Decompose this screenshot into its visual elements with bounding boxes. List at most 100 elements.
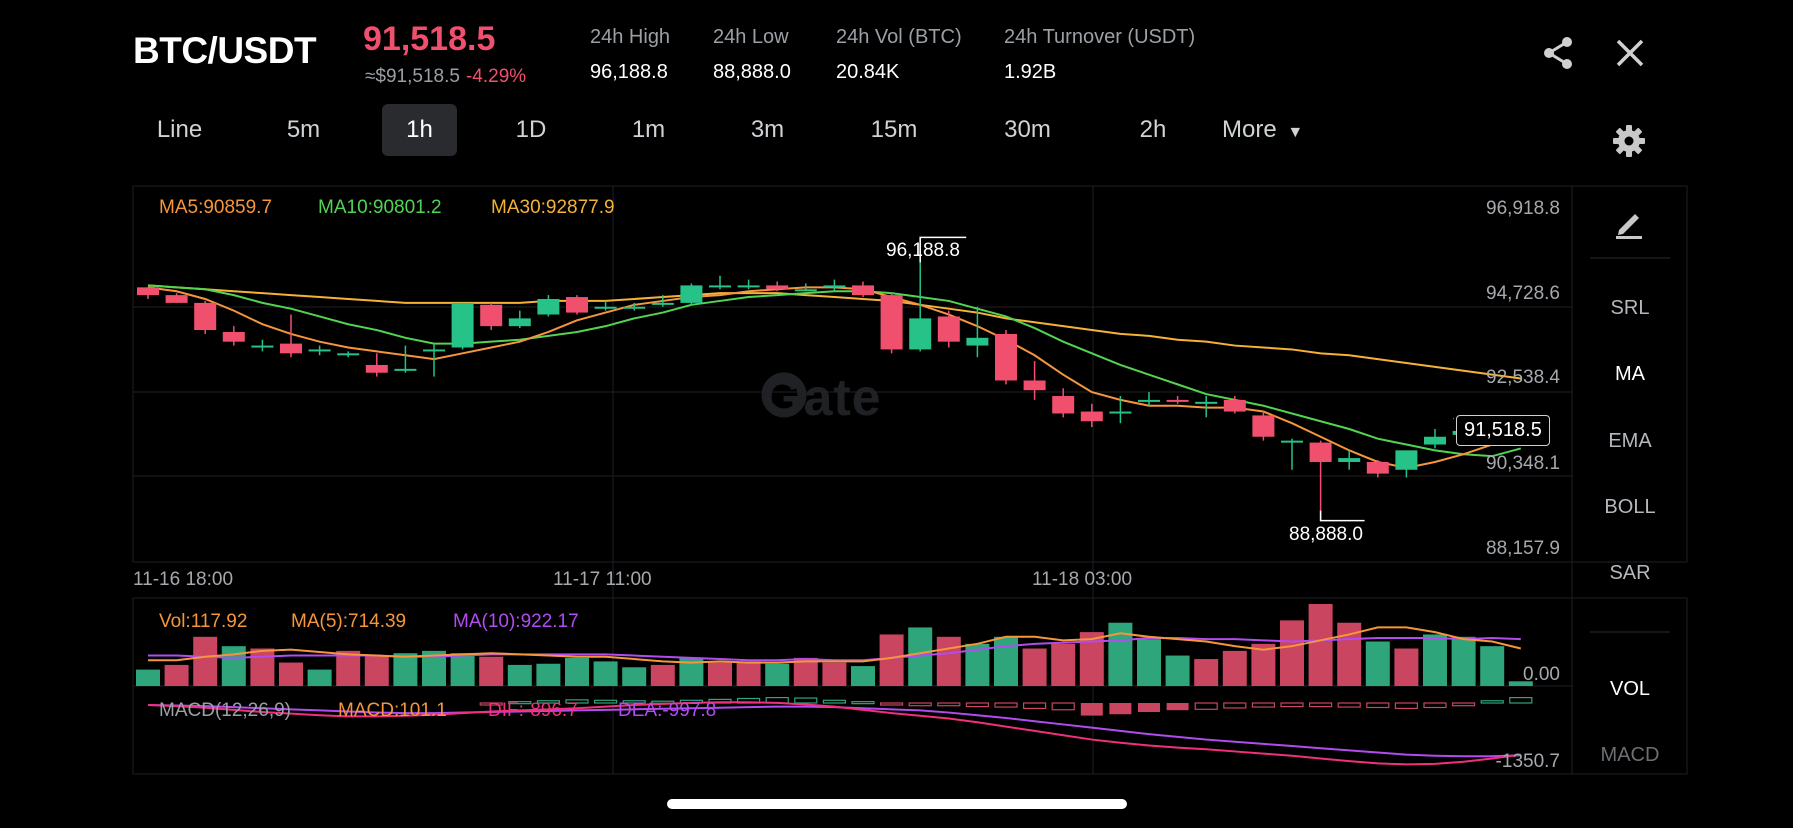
macd-hist-bar [1166,703,1189,711]
candle-body [280,343,302,354]
candle-body [394,368,417,371]
stat-24h-turnover: 24h Turnover (USDT) 1.92B [1004,26,1195,84]
price-change: -4.29% [465,66,527,87]
volume-bar [822,662,847,686]
candle-body [480,304,503,327]
indicator-boll[interactable]: BOLL [1604,496,1656,518]
vol-legend: Vol:117.92 [159,611,248,632]
macd-hist-bar [1509,696,1533,704]
ma30-legend: MA30:92877.9 [491,197,615,218]
macd-hist-bar [1138,703,1160,712]
volume-bar [1222,650,1247,686]
stat-label: 24h Low [713,26,789,48]
share-icon[interactable] [1538,33,1578,73]
candle-body [594,306,617,309]
ma30-line [147,284,1521,380]
ma5-legend: MA5:90859.7 [159,197,273,218]
tab-15m[interactable]: 15m [870,116,918,143]
macd-hist-bar [508,701,532,705]
candle-body [680,285,703,303]
tab-3m[interactable]: 3m [750,116,785,143]
candle-body [1023,380,1046,391]
volume-bar [164,664,189,686]
candle-body [709,285,731,288]
volume-bar [622,667,647,686]
indicator-vol[interactable]: VOL [1609,678,1651,700]
draw-pen-icon[interactable] [1609,202,1649,242]
macd-hist-bar [879,702,904,706]
indicator-macd[interactable]: MACD [1600,744,1660,766]
candle-body [1252,415,1275,437]
tab-1m[interactable]: 1m [631,116,666,143]
tab-30m[interactable]: 30m [1004,116,1051,143]
tab-1d[interactable]: 1D [515,116,547,143]
candle-body [880,295,903,350]
stat-value: 96,188.8 [590,61,668,83]
candle-body [766,285,789,290]
current-price-tag: 91,518.5 [1456,415,1550,446]
indicator-srl[interactable]: SRL [1610,297,1650,319]
tab-line[interactable]: Line [156,116,203,143]
volume-bar [879,634,904,686]
candle-body [1338,458,1361,462]
price-axis-label: 88,157.9 [1486,538,1560,559]
volume-bar [936,636,961,686]
high-marker-line [919,236,967,263]
vol-axis-label: 0.00 [1523,664,1560,685]
candle-body [451,302,474,348]
candle-body [737,285,760,288]
candle-body [251,345,274,348]
volume-bar [1108,622,1133,686]
more-dropdown[interactable]: More ▼ [1222,104,1310,156]
settings-gear-icon[interactable] [1609,121,1649,161]
macd-hist-bar [1051,702,1075,711]
macd-hist-bar [1423,702,1447,709]
stat-24h-high: 24h High 96,188.8 [590,26,670,84]
volume-bar [250,648,275,686]
macd-hist-bar [1194,702,1218,710]
price-axis-label: 96,918.8 [1486,198,1560,219]
high-marker-label: 96,188.8 [886,240,960,261]
volume-bar [1423,634,1447,686]
candle-body [365,364,388,373]
candle-body [852,285,874,296]
macd-hist-bar [1223,702,1247,709]
candle-body [1395,450,1418,470]
tab-2h[interactable]: 2h [1139,116,1167,143]
indicator-sar[interactable]: SAR [1609,562,1651,584]
volume-bar [1137,639,1161,686]
candle-body [966,337,989,346]
stat-24h-vol: 24h Vol (BTC) 20.84K [836,26,962,84]
tab-5m[interactable]: 5m [286,116,321,143]
volume-bar [851,666,875,686]
macd-hist-bar [1451,702,1476,707]
close-icon[interactable] [1610,33,1650,73]
indicator-ma[interactable]: MA [1615,363,1645,385]
candle-body [222,331,245,342]
low-marker-label: 88,888.0 [1289,524,1363,545]
candle-body [137,287,159,296]
candle-body [1281,440,1303,443]
volume-bar [1365,641,1390,686]
volume-bar [1451,636,1476,686]
volume-bar [650,664,675,686]
vol-ma10-legend: MA(10):922.17 [453,611,579,632]
macd-hist-bar [822,699,847,704]
volume-bar [136,669,160,686]
stat-label: 24h Turnover (USDT) [1004,26,1196,48]
macd-axis-label: -1350.7 [1495,751,1560,772]
candle-body [165,295,188,303]
volume-bar [1480,646,1505,686]
indicator-ema[interactable]: EMA [1608,430,1652,452]
candle-body [194,302,217,331]
macd-hist-bar [1480,700,1504,704]
watermark-text: Gate [762,369,882,427]
macd-hist-bar [851,701,875,705]
macd-hist-bar [1022,702,1047,710]
tab-1h[interactable]: 1h [382,104,457,156]
macd-hist-bar [994,702,1018,708]
volume-bar [994,636,1018,686]
home-indicator [667,799,1127,809]
candle-body [995,333,1017,381]
